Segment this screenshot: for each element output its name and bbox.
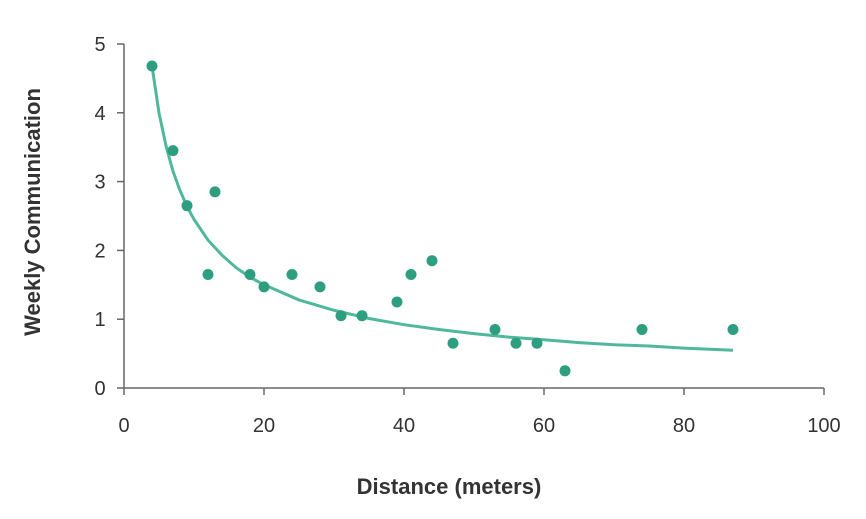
y-ticks: 0 1 2 3 4 5 bbox=[94, 34, 124, 400]
y-tick-label: 0 bbox=[94, 378, 105, 400]
data-point bbox=[244, 268, 256, 280]
data-point bbox=[531, 337, 543, 349]
data-point bbox=[559, 365, 571, 377]
data-point bbox=[447, 337, 459, 349]
y-tick-label: 5 bbox=[94, 34, 105, 56]
data-point bbox=[391, 296, 403, 308]
trend-line bbox=[150, 65, 734, 352]
data-point bbox=[335, 310, 347, 322]
data-point bbox=[258, 281, 270, 293]
x-tick-label: 20 bbox=[253, 415, 275, 437]
data-point bbox=[426, 255, 438, 267]
data-point bbox=[202, 268, 214, 280]
x-tick-label: 60 bbox=[533, 415, 555, 437]
data-point bbox=[167, 145, 179, 157]
y-tick-label: 1 bbox=[94, 309, 105, 331]
y-tick-label: 4 bbox=[94, 103, 105, 125]
x-tick-label: 0 bbox=[118, 415, 129, 437]
x-axis-title: Distance (meters) bbox=[357, 474, 542, 499]
data-point bbox=[510, 337, 522, 349]
y-tick-label: 2 bbox=[94, 240, 105, 262]
data-point bbox=[181, 200, 193, 212]
data-point bbox=[146, 60, 158, 72]
data-point bbox=[314, 281, 326, 293]
x-tick-label: 80 bbox=[673, 415, 695, 437]
axes bbox=[123, 44, 824, 389]
data-point bbox=[356, 310, 368, 322]
data-point bbox=[286, 268, 298, 280]
data-point bbox=[636, 324, 648, 336]
x-tick-label: 40 bbox=[393, 415, 415, 437]
y-tick-label: 3 bbox=[94, 172, 105, 194]
x-ticks: 0 20 40 60 80 100 bbox=[118, 388, 841, 437]
data-point bbox=[489, 324, 501, 336]
x-tick-label: 100 bbox=[807, 415, 840, 437]
data-points bbox=[146, 60, 739, 377]
data-point bbox=[727, 324, 739, 336]
y-axis-title: Weekly Communication bbox=[20, 88, 45, 336]
data-point bbox=[209, 186, 221, 198]
data-point bbox=[405, 268, 417, 280]
